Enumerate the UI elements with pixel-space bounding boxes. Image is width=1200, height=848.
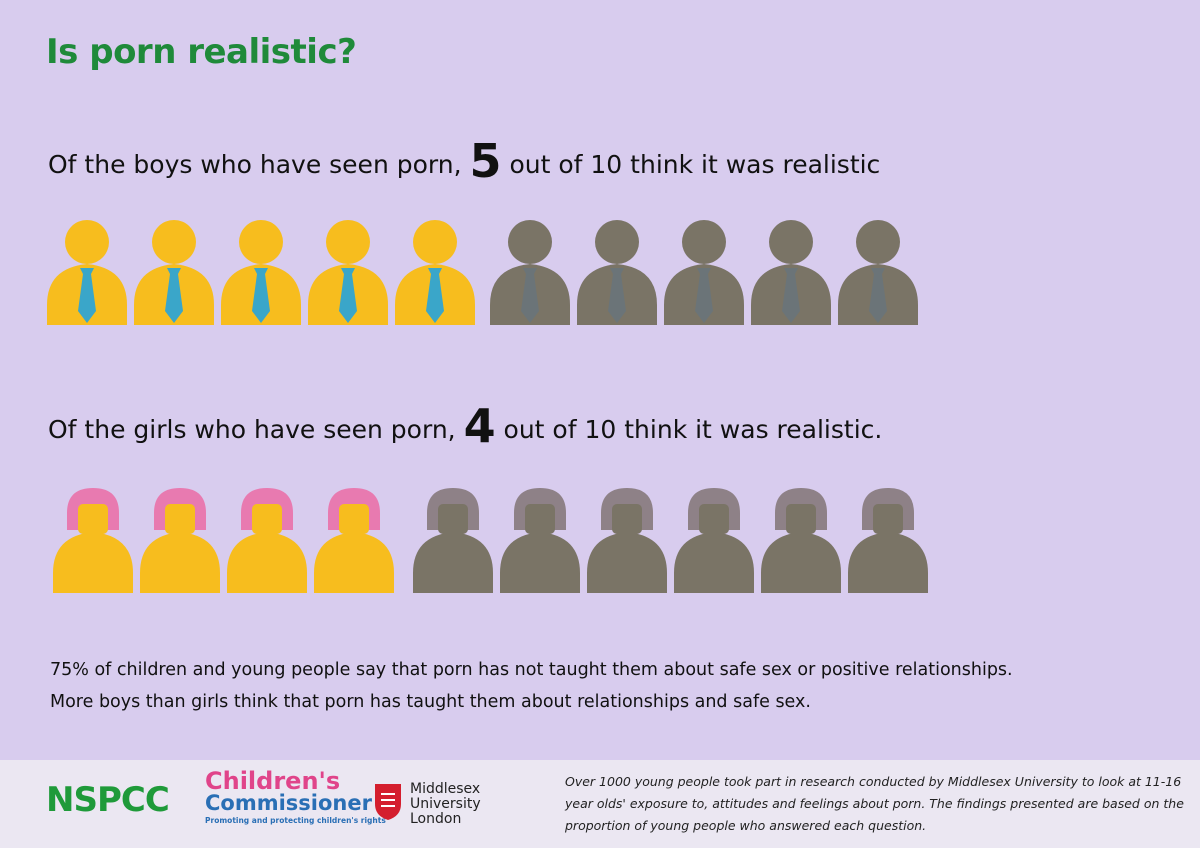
text: think it was realistic.: [624, 415, 883, 444]
mdx-logo: Middlesex University London: [410, 782, 481, 827]
title: Is porn realistic?: [46, 32, 357, 72]
note: More boys than girls think that porn has…: [50, 692, 811, 712]
text: out of: [503, 415, 577, 444]
boys-icon: [490, 220, 570, 325]
tie: [695, 268, 713, 323]
tie: [252, 268, 270, 323]
cc-tagline: Promoting and protecting children's righ…: [205, 816, 386, 825]
head: [326, 220, 370, 264]
tie: [426, 268, 444, 323]
girls-icon: [314, 488, 394, 593]
face: [252, 504, 282, 534]
head: [856, 220, 900, 264]
footer: NSPCC Children's Commissioner Promoting …: [0, 760, 1200, 848]
head: [152, 220, 196, 264]
girls-icon: [761, 488, 841, 593]
face: [525, 504, 555, 534]
boys-icon: [395, 220, 475, 325]
count: 4: [463, 399, 496, 453]
face: [438, 504, 468, 534]
body: [314, 532, 394, 593]
mdx-shield: [375, 784, 401, 820]
girls-icon: [674, 488, 754, 593]
tie: [165, 268, 183, 323]
face: [612, 504, 642, 534]
boys-icon: [221, 220, 301, 325]
face: [165, 504, 195, 534]
face: [78, 504, 108, 534]
body: [761, 532, 841, 593]
head: [508, 220, 552, 264]
pictograms: [47, 220, 928, 593]
body: [53, 532, 133, 593]
head: [595, 220, 639, 264]
text: London: [410, 811, 462, 827]
body: [227, 532, 307, 593]
tie: [521, 268, 539, 323]
head: [65, 220, 109, 264]
head: [682, 220, 726, 264]
body: [674, 532, 754, 593]
nspcc-logo: NSPCC: [46, 780, 170, 820]
boys-sentence: Of the boys who have seen porn, 5 out of…: [48, 134, 880, 188]
girls-icon: [848, 488, 928, 593]
girls-icon: [500, 488, 580, 593]
body: [587, 532, 667, 593]
head: [769, 220, 813, 264]
footer-text: proportion of young people who answered …: [565, 818, 927, 833]
text: Of the boys who have seen porn,: [48, 150, 462, 179]
tie: [78, 268, 96, 323]
girls-icon: [227, 488, 307, 593]
tie: [869, 268, 887, 323]
cc-logo: Commissioner: [205, 791, 372, 815]
face: [699, 504, 729, 534]
note: 75% of children and young people say tha…: [50, 660, 1013, 680]
text: Of the girls who have seen porn,: [48, 415, 456, 444]
total: 10: [584, 415, 617, 444]
body: [413, 532, 493, 593]
tie: [782, 268, 800, 323]
cc-logo: Children's: [205, 767, 341, 795]
girls-icon: [140, 488, 220, 593]
body: [848, 532, 928, 593]
body: [500, 532, 580, 593]
face: [339, 504, 369, 534]
head: [413, 220, 457, 264]
text: think it was realistic: [630, 150, 881, 179]
boys-icon: [577, 220, 657, 325]
girls-icon: [53, 488, 133, 593]
footer-text: Over 1000 young people took part in rese…: [565, 774, 1182, 789]
text: out of: [509, 150, 583, 179]
count: 5: [469, 134, 502, 188]
boys-icon: [664, 220, 744, 325]
body: [140, 532, 220, 593]
total: 10: [590, 150, 623, 179]
face: [786, 504, 816, 534]
girls-sentence: Of the girls who have seen porn, 4 out o…: [48, 399, 882, 453]
boys-icon: [751, 220, 831, 325]
text: Middlesex: [410, 781, 481, 797]
girls-icon: [413, 488, 493, 593]
text: University: [410, 796, 481, 812]
boys-icon: [47, 220, 127, 325]
boys-icon: [308, 220, 388, 325]
girls-icon: [587, 488, 667, 593]
tie: [339, 268, 357, 323]
face: [873, 504, 903, 534]
boys-icon: [134, 220, 214, 325]
tie: [608, 268, 626, 323]
head: [239, 220, 283, 264]
footer-text: year olds' exposure to, attitudes and fe…: [565, 796, 1184, 811]
boys-icon: [838, 220, 918, 325]
